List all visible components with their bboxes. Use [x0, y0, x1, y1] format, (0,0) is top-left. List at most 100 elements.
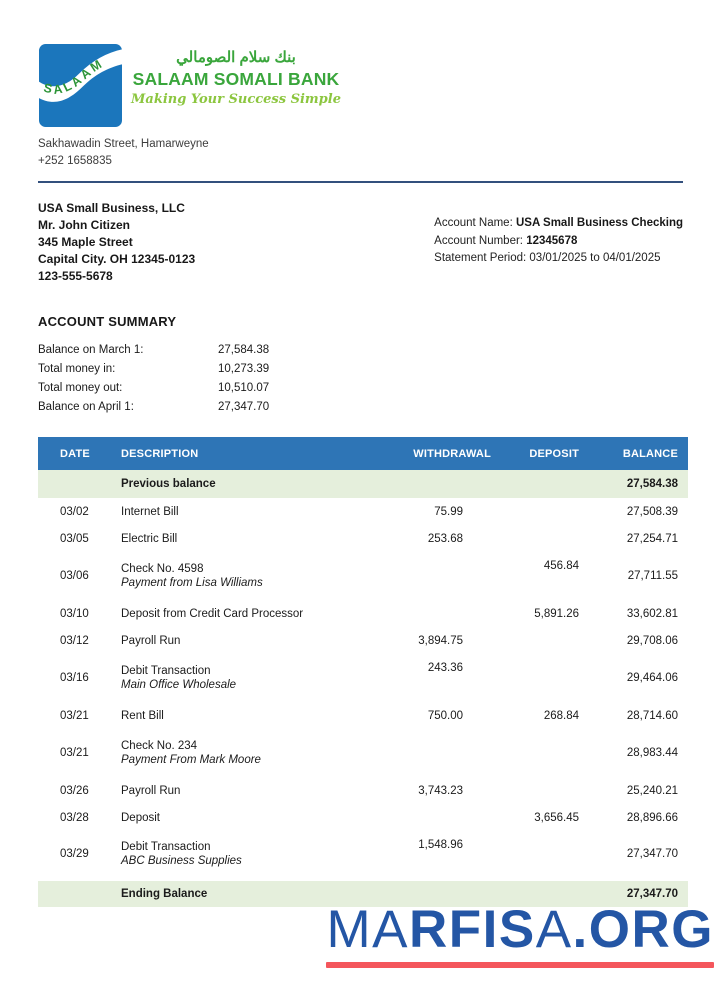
cell-deposit [493, 777, 581, 804]
cell-description: Check No. 4598 Payment from Lisa Williams [103, 552, 398, 600]
brand-segment: RFIS [408, 900, 536, 959]
cell-withdrawal: 1,548.96 [418, 839, 463, 851]
cell-date: 03/05 [60, 532, 89, 545]
salaam-bank-logo-icon: SALAAM [38, 44, 123, 127]
account-number-line: Account Number: 12345678 [434, 233, 683, 251]
cell-balance: 27,347.70 [626, 848, 678, 861]
cell-balance: 28,896.66 [626, 811, 678, 824]
cell-withdrawal [398, 552, 493, 600]
cell-balance: 28,983.44 [626, 747, 678, 759]
cell-balance: 27,711.55 [627, 570, 678, 582]
summary-row: Balance on March 1: 27,584.38 [38, 341, 683, 360]
description-main: Electric Bill [121, 532, 178, 545]
account-number-label: Account Number: [434, 234, 527, 247]
table-row: 03/05 Electric Bill 253.68 27,254.71 [38, 525, 688, 552]
account-summary: Balance on March 1: 27,584.38 Total money… [38, 341, 683, 417]
cell-withdrawal: 75.99 [434, 505, 463, 518]
cell-description: Previous balance [103, 470, 398, 498]
cell-balance: 25,240.21 [626, 784, 678, 797]
cell-balance: 27,254.71 [626, 532, 678, 545]
cell-balance: 27,508.39 [626, 505, 678, 518]
customer-street: 345 Maple Street [38, 235, 133, 249]
summary-value: 10,510.07 [218, 382, 270, 394]
cell-date [38, 470, 103, 498]
customer-address-block: USA Small Business, LLC Mr. John Citizen… [38, 200, 195, 285]
customer-phone: 123-555-5678 [38, 269, 113, 283]
cell-date: 03/10 [60, 607, 89, 620]
customer-company: USA Small Business, LLC [38, 201, 185, 215]
table-row-previous-balance: Previous balance 27,584.38 [38, 470, 688, 498]
cell-date: 03/28 [60, 811, 89, 824]
summary-label: Total money in: [38, 363, 116, 375]
cell-deposit: 3,656.45 [534, 811, 579, 824]
cell-balance: 29,708.06 [626, 634, 678, 647]
account-name-value: USA Small Business Checking [515, 217, 683, 229]
table-row: 03/10 Deposit from Credit Card Processor… [38, 600, 688, 627]
summary-value: 27,347.70 [218, 401, 270, 413]
bank-name: SALAAM SOMALI BANK [132, 69, 340, 89]
bank-address-phone: +252 1658835 [38, 155, 112, 167]
statement-info-row: USA Small Business, LLC Mr. John Citizen… [38, 200, 683, 285]
description-main: Debit Transaction [121, 841, 211, 854]
cell-description: Payroll Run [103, 627, 398, 654]
description-sub: Payment From Mark Moore [121, 754, 261, 766]
header-divider [38, 181, 683, 183]
cell-withdrawal: 750.00 [427, 709, 463, 722]
cell-withdrawal: 3,743.23 [418, 784, 463, 797]
description-main: Internet Bill [121, 505, 179, 518]
summary-row: Total money in: 10,273.39 [38, 360, 683, 379]
cell-description: Electric Bill [103, 525, 398, 552]
description-main: Deposit from Credit Card Processor [121, 607, 304, 620]
cell-balance: 29,464.06 [626, 672, 678, 684]
marfisa-brand-text: MARFISA.ORG [326, 902, 714, 958]
description-main: Debit Transaction [121, 665, 211, 677]
description-main: Payroll Run [121, 634, 181, 647]
cell-deposit: 268.84 [543, 709, 579, 722]
cell-description: Deposit [103, 804, 398, 831]
cell-withdrawal [398, 470, 493, 498]
cell-withdrawal: 3,894.75 [418, 634, 463, 647]
summary-label: Balance on March 1: [38, 344, 144, 356]
cell-description: Debit Transaction ABC Business Supplies [103, 831, 398, 879]
marfisa-watermark: MARFISA.ORG [326, 902, 714, 968]
summary-label: Total money out: [38, 382, 123, 394]
transactions-table: DATE DESCRIPTION WITHDRAWAL DEPOSIT BALA… [38, 437, 688, 907]
description-main: Ending Balance [121, 887, 208, 900]
brand-segment: A [535, 900, 573, 959]
table-row: 03/21 Rent Bill 750.00 268.84 28,714.60 [38, 702, 688, 729]
bank-tagline: Making Your Success Simple [131, 92, 341, 107]
cell-date: 03/26 [60, 784, 89, 797]
table-row: 03/28 Deposit 3,656.45 28,896.66 [38, 804, 688, 831]
account-number-value: 12345678 [526, 234, 578, 247]
column-header-description: DESCRIPTION [103, 437, 398, 470]
cell-deposit [493, 525, 581, 552]
cell-deposit [493, 877, 581, 907]
cell-withdrawal [398, 804, 493, 831]
cell-deposit [493, 654, 581, 702]
cell-date: 03/06 [60, 570, 89, 582]
cell-description: Rent Bill [103, 702, 398, 729]
table-row: 03/12 Payroll Run 3,894.75 29,708.06 [38, 627, 688, 654]
cell-deposit [493, 831, 581, 879]
cell-deposit: 5,891.26 [534, 607, 579, 620]
column-header-deposit: DEPOSIT [493, 437, 581, 470]
table-row-ending-balance: Ending Balance 27,347.70 [38, 877, 688, 907]
table-row: 03/29 Debit Transaction ABC Business Supp… [38, 831, 688, 879]
cell-description: Internet Bill [103, 498, 398, 525]
cell-date: 03/16 [60, 672, 89, 684]
cell-deposit [493, 627, 581, 654]
cell-balance: 27,584.38 [626, 478, 678, 490]
cell-balance: 27,347.70 [581, 877, 688, 907]
table-row: 03/16 Debit Transaction Main Office Whole… [38, 654, 688, 702]
cell-withdrawal [398, 877, 493, 907]
description-main: Check No. 234 [121, 740, 198, 752]
summary-row: Balance on April 1: 27,347.70 [38, 398, 683, 417]
cell-deposit: 456.84 [543, 560, 579, 572]
bank-header: SALAAM بنك سلام الصومالي SALAAM SOMALI B… [38, 44, 683, 127]
cell-date: 03/21 [60, 709, 89, 722]
table-row: 03/26 Payroll Run 3,743.23 25,240.21 [38, 777, 688, 804]
cell-withdrawal [398, 729, 493, 777]
table-row: 03/02 Internet Bill 75.99 27,508.39 [38, 498, 688, 525]
cell-date [38, 877, 103, 907]
